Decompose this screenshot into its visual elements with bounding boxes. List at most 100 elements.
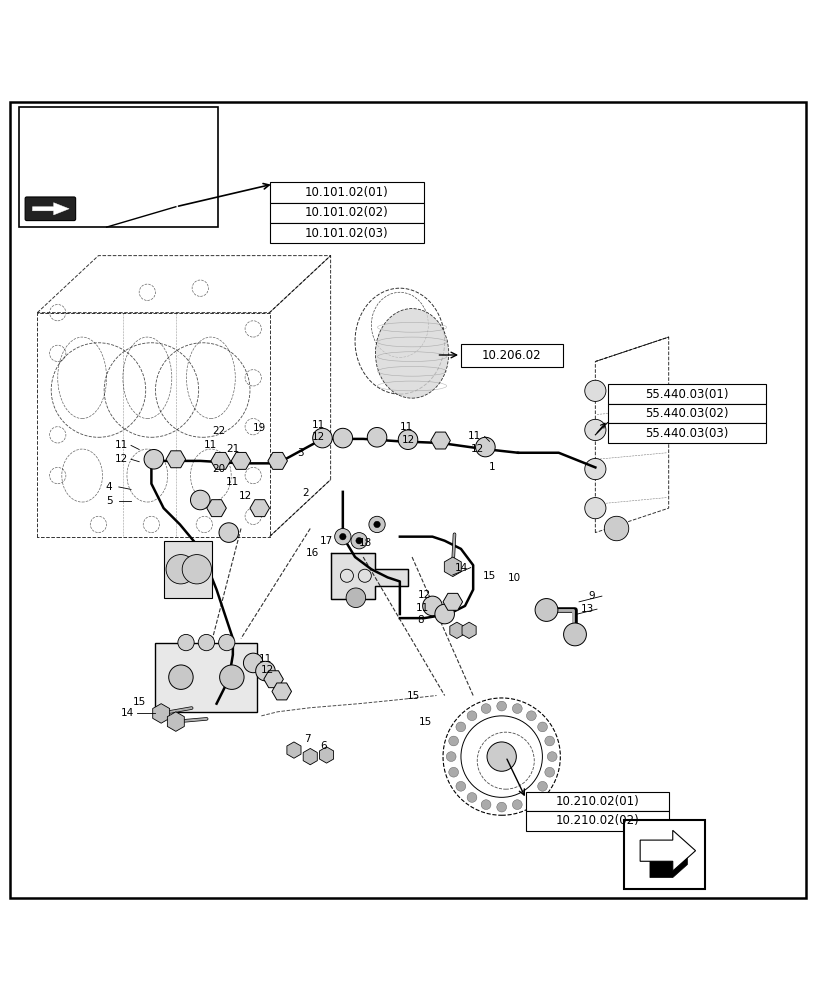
Circle shape [456,722,466,732]
Circle shape [538,722,548,732]
Bar [156,643,257,712]
Text: 18: 18 [359,538,372,548]
Text: 10.101.02(01): 10.101.02(01) [305,186,388,199]
Text: 17: 17 [320,536,333,546]
Circle shape [313,428,332,448]
Circle shape [449,767,459,777]
Circle shape [538,781,548,791]
Bar [164,541,212,598]
Bar [461,344,563,367]
Circle shape [190,490,210,510]
Circle shape [351,533,367,549]
Circle shape [166,555,195,584]
Circle shape [435,604,455,624]
Circle shape [467,711,477,721]
Circle shape [605,516,629,541]
Circle shape [169,665,193,689]
Ellipse shape [65,127,84,139]
Circle shape [456,781,466,791]
Text: 10.206.02: 10.206.02 [482,349,542,362]
Bar [269,203,424,223]
Bar [526,811,668,831]
Ellipse shape [47,173,68,190]
FancyBboxPatch shape [25,197,76,221]
Text: 12: 12 [471,444,484,454]
Text: 55.440.03(03): 55.440.03(03) [645,427,729,440]
Circle shape [369,516,385,533]
Circle shape [333,428,353,448]
Circle shape [367,427,387,447]
Ellipse shape [153,177,172,191]
Circle shape [255,661,275,681]
Circle shape [220,665,244,689]
Circle shape [481,800,491,810]
Text: 15: 15 [483,571,496,581]
Bar [624,820,705,889]
Circle shape [374,521,380,528]
Circle shape [144,449,164,469]
Circle shape [243,653,263,673]
Circle shape [346,588,366,608]
Text: 10.210.02(02): 10.210.02(02) [556,814,639,827]
Text: 12: 12 [114,454,128,464]
Text: 14: 14 [455,563,468,573]
Text: 15: 15 [407,691,420,701]
Circle shape [545,767,555,777]
Polygon shape [641,830,695,871]
Circle shape [446,752,456,761]
Circle shape [481,704,491,713]
Circle shape [526,793,536,802]
Bar [608,384,766,404]
Polygon shape [650,845,687,878]
Text: 11: 11 [468,431,481,441]
Circle shape [545,736,555,746]
Text: 2: 2 [302,488,308,498]
Text: 15: 15 [419,717,432,727]
Text: 55.440.03(01): 55.440.03(01) [645,388,729,401]
Text: 12: 12 [261,665,274,675]
Polygon shape [48,126,202,146]
Circle shape [449,736,459,746]
Circle shape [467,793,477,802]
Text: 22: 22 [212,426,226,436]
Text: 5: 5 [106,496,113,506]
Text: 12: 12 [418,590,431,600]
Text: 7: 7 [304,734,310,744]
Circle shape [564,623,587,646]
Text: 16: 16 [306,548,319,558]
Circle shape [198,634,215,651]
Circle shape [548,752,557,761]
Circle shape [585,380,606,401]
Ellipse shape [146,127,166,139]
Bar [608,404,766,423]
Text: 12: 12 [238,491,251,501]
Text: 4: 4 [106,482,113,492]
Text: 14: 14 [120,708,134,718]
Ellipse shape [375,309,449,398]
Text: 20: 20 [212,464,225,474]
Circle shape [339,533,346,540]
Text: 11: 11 [312,420,325,430]
Text: 12: 12 [401,435,415,445]
Polygon shape [48,146,180,200]
Text: 10: 10 [508,573,521,583]
Circle shape [535,599,558,621]
Bar [19,107,218,227]
Circle shape [335,529,351,545]
Text: 9: 9 [589,591,596,601]
Polygon shape [33,203,69,215]
Text: 10.101.02(02): 10.101.02(02) [305,206,388,219]
Circle shape [178,634,194,651]
Text: 15: 15 [132,697,146,707]
Text: 10.101.02(03): 10.101.02(03) [305,227,388,240]
Polygon shape [180,126,202,200]
Circle shape [423,596,442,616]
Text: 21: 21 [226,444,239,454]
Text: 10.210.02(01): 10.210.02(01) [556,795,639,808]
Circle shape [585,419,606,441]
Ellipse shape [119,127,139,139]
Circle shape [398,430,418,449]
Circle shape [526,711,536,721]
Circle shape [585,458,606,480]
Ellipse shape [92,127,112,139]
